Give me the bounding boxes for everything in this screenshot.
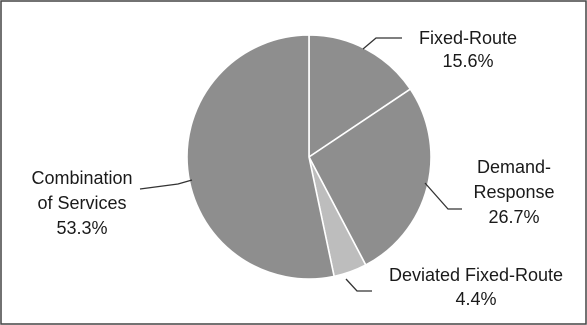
slice-label-fixed-route: Fixed-Route	[419, 28, 517, 48]
slice-value-demand-response: 26.7%	[488, 207, 539, 227]
slice-label-demand-response-line2: Response	[473, 182, 554, 202]
label-fixed-route: Fixed-Route 15.6%	[419, 28, 517, 71]
label-demand-response: Demand- Response 26.7%	[473, 157, 554, 227]
pie-slice-demand-response	[307, 87, 432, 267]
slice-label-demand-response-line1: Demand-	[477, 157, 551, 177]
slices-layer	[186, 34, 432, 280]
slice-label-combination-line1: Combination	[31, 168, 132, 188]
pie-slice-fixed-route	[308, 34, 412, 159]
leader-combination-of-services	[139, 179, 193, 190]
leader-fixed-route	[362, 37, 402, 50]
label-combination-of-services: Combination of Services 53.3%	[31, 168, 132, 238]
label-deviated-fixed-route: Deviated Fixed-Route 4.4%	[389, 265, 563, 309]
leader-demand-response	[424, 182, 462, 210]
slice-label-combination-line2: of Services	[37, 193, 126, 213]
slice-value-combination-of-services: 53.3%	[56, 218, 107, 238]
leader-deviated-fixed-route	[345, 278, 372, 292]
pie-slice-combination-of-services	[186, 34, 336, 280]
slice-label-deviated-fixed-route: Deviated Fixed-Route	[389, 265, 563, 285]
slice-value-deviated-fixed-route: 4.4%	[455, 289, 496, 309]
slice-value-fixed-route: 15.6%	[442, 51, 493, 71]
